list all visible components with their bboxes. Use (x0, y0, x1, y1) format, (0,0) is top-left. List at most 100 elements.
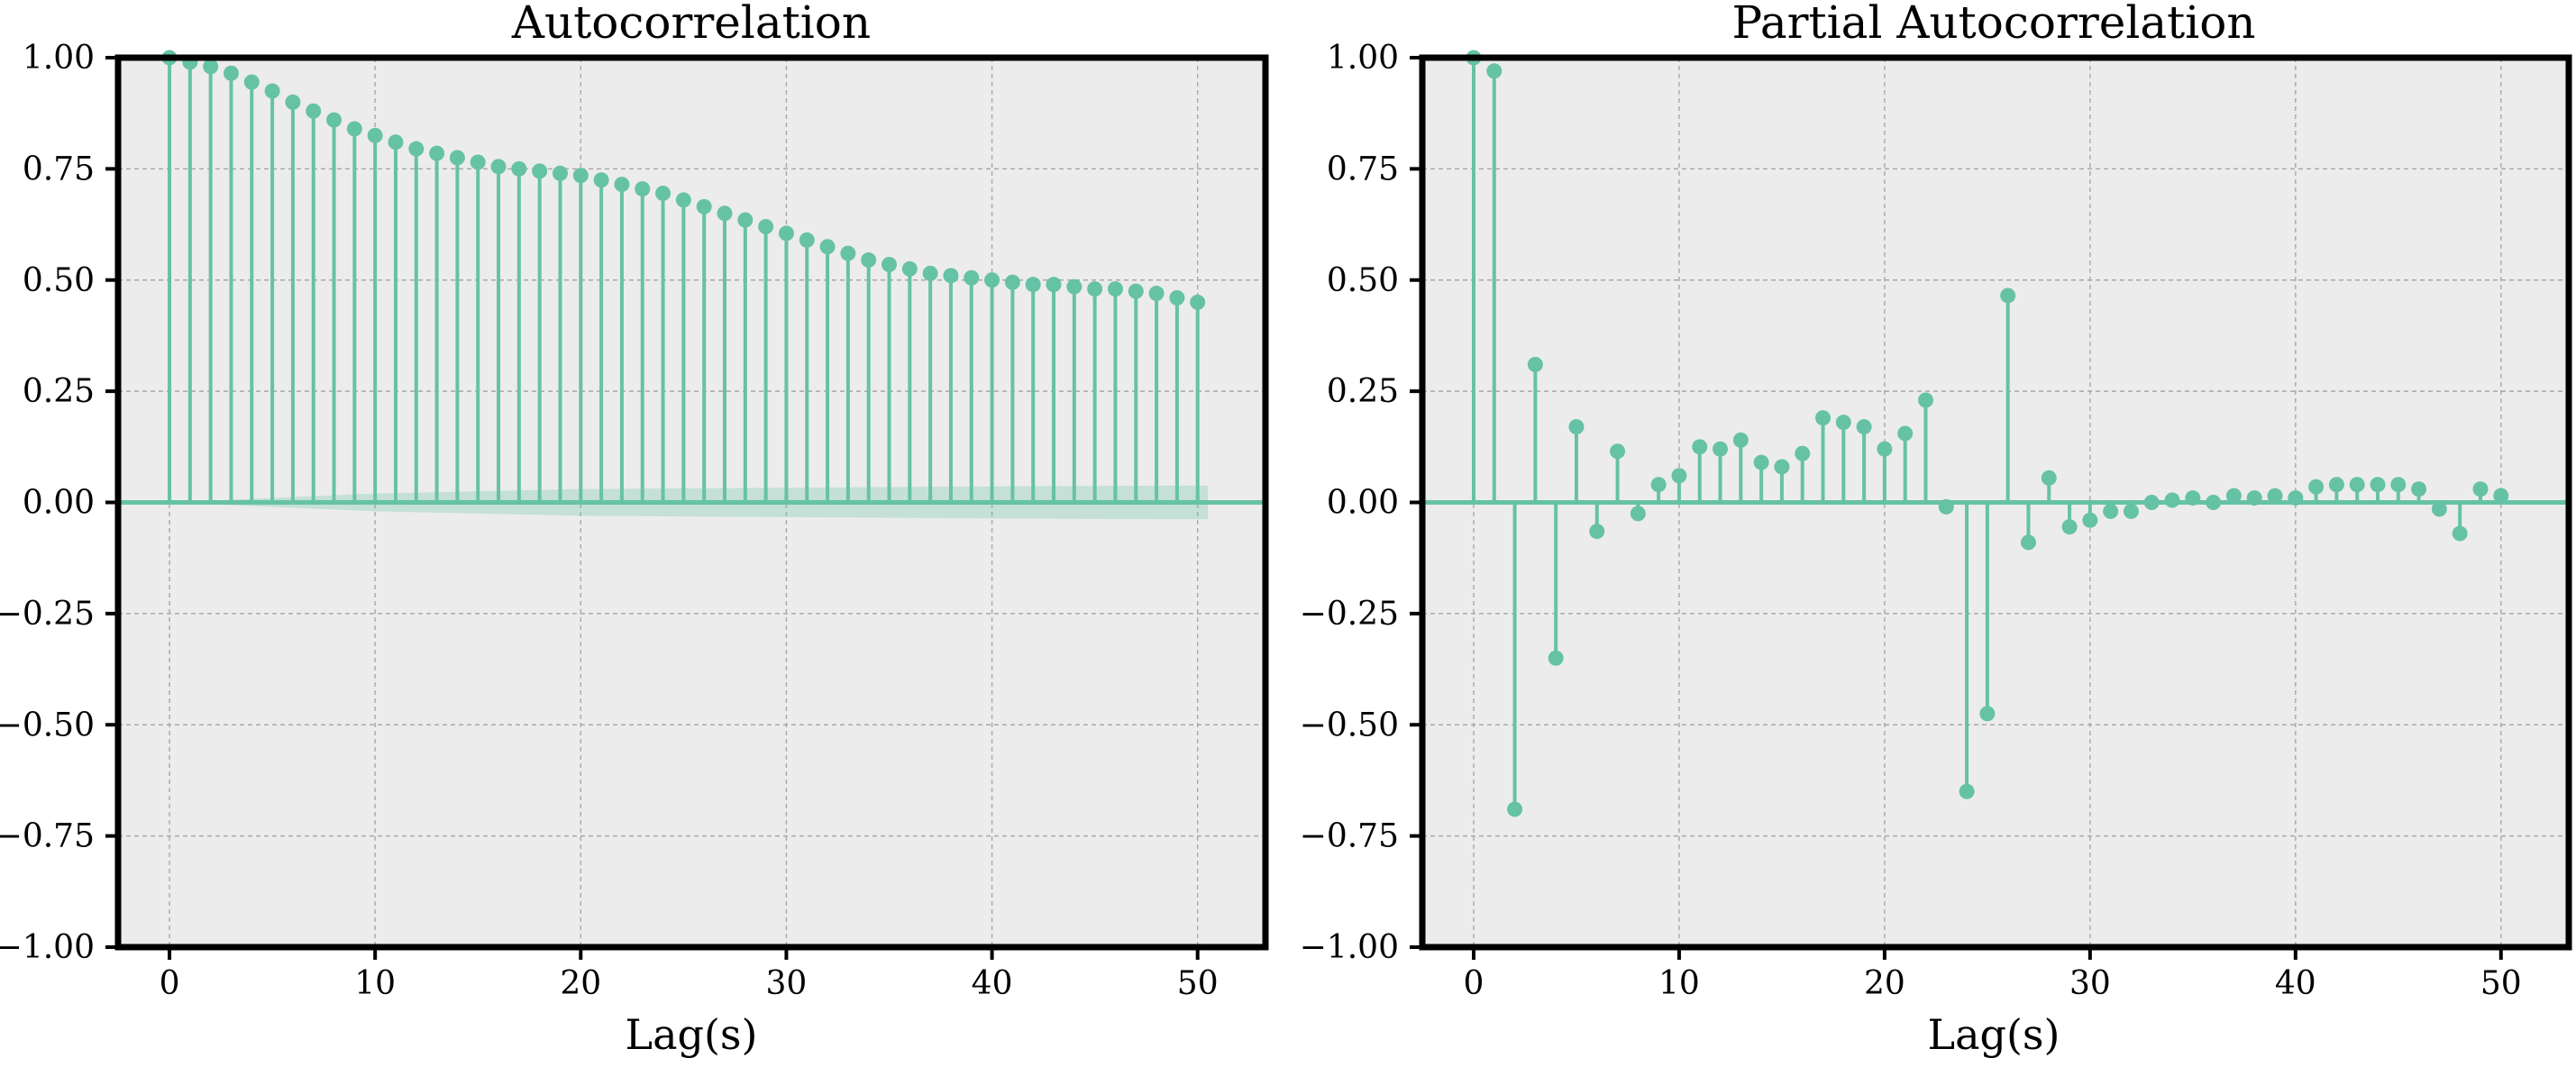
autocorrelation-marker-8 (326, 112, 343, 128)
partial-autocorrelation-marker-7 (1610, 443, 1626, 460)
partial-autocorrelation-marker-44 (2370, 477, 2386, 493)
partial-autocorrelation-marker-9 (1650, 477, 1667, 493)
autocorrelation-marker-49 (1169, 289, 1185, 306)
autocorrelation-marker-9 (346, 121, 362, 137)
autocorrelation-marker-10 (367, 127, 383, 143)
partial-autocorrelation-marker-1 (1486, 63, 1503, 79)
autocorrelation-xtick-label-5: 50 (1177, 965, 1219, 1002)
partial-autocorrelation-xtick-label-5: 50 (2480, 965, 2522, 1002)
partial-autocorrelation-marker-18 (1835, 415, 1851, 431)
partial-autocorrelation-marker-35 (2185, 490, 2201, 506)
partial-autocorrelation-ytick-label-0: −1.00 (1300, 929, 1399, 966)
partial-autocorrelation-marker-30 (2082, 512, 2098, 528)
partial-autocorrelation-ytick-label-3: −0.25 (1300, 596, 1399, 633)
partial-autocorrelation-stems (1466, 50, 2509, 817)
autocorrelation-marker-29 (758, 219, 774, 235)
partial-autocorrelation-marker-26 (2000, 287, 2016, 304)
partial-autocorrelation-marker-43 (2349, 477, 2365, 493)
partial-autocorrelation-marker-40 (2288, 490, 2304, 506)
partial-autocorrelation-ticks: 0 10 20 30 40 50 −1.00 −0.75 −0.50 −0.25 0.00 0.25 0… (1300, 40, 2522, 1002)
partial-autocorrelation-marker-4 (1548, 650, 1564, 666)
autocorrelation-marker-26 (696, 198, 712, 214)
autocorrelation-xtick-label-4: 40 (972, 965, 1013, 1002)
partial-autocorrelation-marker-2 (1507, 801, 1523, 817)
autocorrelation-marker-30 (778, 225, 794, 242)
partial-autocorrelation-marker-28 (2041, 470, 2057, 486)
partial-autocorrelation-marker-34 (2164, 492, 2180, 508)
partial-autocorrelation-marker-14 (1753, 454, 1769, 470)
autocorrelation-marker-23 (635, 181, 651, 197)
autocorrelation-ytick-label-3: −0.25 (0, 596, 95, 633)
autocorrelation-marker-3 (223, 65, 239, 81)
autocorrelation-marker-7 (306, 103, 322, 119)
partial-autocorrelation-panel: Partial Autocorrelation Lag(s) 0 10 20 30 40… (1300, 0, 2572, 1059)
autocorrelation-marker-46 (1107, 281, 1123, 297)
autocorrelation-marker-22 (614, 177, 630, 193)
partial-autocorrelation-xtick-label-3: 30 (2069, 965, 2111, 1002)
partial-autocorrelation-marker-47 (2431, 501, 2447, 517)
autocorrelation-marker-16 (490, 159, 507, 175)
autocorrelation-marker-47 (1128, 283, 1144, 299)
autocorrelation-marker-27 (717, 205, 733, 222)
partial-autocorrelation-marker-11 (1692, 439, 1708, 455)
partial-autocorrelation-marker-42 (2328, 477, 2344, 493)
autocorrelation-ytick-label-2: −0.50 (0, 707, 95, 743)
autocorrelation-marker-6 (285, 94, 301, 110)
autocorrelation-marker-43 (1046, 277, 1062, 293)
autocorrelation-frame (114, 54, 1269, 951)
partial-autocorrelation-ytick-label-7: 0.75 (1327, 150, 1399, 187)
partial-autocorrelation-marker-36 (2206, 495, 2222, 510)
autocorrelation-marker-17 (511, 160, 527, 177)
autocorrelation-xtick-label-3: 30 (766, 965, 808, 1002)
partial-autocorrelation-marker-13 (1732, 432, 1749, 448)
autocorrelation-ticks: 0 10 20 30 40 50 −1.00 −0.75 −0.50 −0.25 0.00 0.25 0… (0, 40, 1219, 1002)
partial-autocorrelation-marker-49 (2472, 481, 2489, 497)
partial-autocorrelation-marker-48 (2452, 525, 2468, 542)
autocorrelation-marker-24 (655, 186, 671, 202)
partial-autocorrelation-marker-23 (1938, 498, 1954, 515)
partial-autocorrelation-xtick-label-0: 0 (1464, 965, 1484, 1002)
autocorrelation-marker-15 (470, 154, 486, 170)
autocorrelation-marker-42 (1025, 277, 1041, 293)
partial-autocorrelation-xtick-label-4: 40 (2275, 965, 2316, 1002)
autocorrelation-marker-45 (1087, 281, 1103, 297)
autocorrelation-xlabel: Lag(s) (626, 1010, 758, 1059)
autocorrelation-ytick-label-1: −0.75 (0, 818, 95, 855)
partial-autocorrelation-ytick-label-6: 0.50 (1327, 262, 1399, 299)
partial-autocorrelation-marker-12 (1713, 441, 1729, 457)
autocorrelation-ytick-label-4: 0.00 (23, 485, 95, 522)
partial-autocorrelation-ytick-label-4: 0.00 (1327, 485, 1399, 522)
partial-autocorrelation-marker-24 (1959, 783, 1975, 799)
autocorrelation-xtick-label-1: 10 (354, 965, 396, 1002)
autocorrelation-marker-11 (388, 134, 404, 150)
autocorrelation-marker-28 (737, 212, 754, 228)
autocorrelation-ytick-label-6: 0.50 (23, 262, 95, 299)
autocorrelation-marker-32 (819, 239, 836, 255)
autocorrelation-marker-20 (572, 168, 589, 184)
partial-autocorrelation-marker-6 (1589, 524, 1605, 540)
autocorrelation-title: Autocorrelation (511, 0, 871, 49)
partial-autocorrelation-ytick-label-5: 0.25 (1327, 373, 1399, 410)
partial-autocorrelation-xlabel: Lag(s) (1928, 1010, 2060, 1059)
autocorrelation-marker-25 (675, 192, 691, 208)
partial-autocorrelation-marker-19 (1856, 419, 1872, 435)
autocorrelation-ytick-label-5: 0.25 (23, 373, 95, 410)
autocorrelation-marker-44 (1066, 278, 1082, 295)
partial-autocorrelation-ytick-label-2: −0.50 (1300, 707, 1399, 743)
autocorrelation-xtick-label-0: 0 (160, 965, 180, 1002)
partial-autocorrelation-xtick-label-1: 10 (1658, 965, 1700, 1002)
partial-autocorrelation-marker-5 (1568, 419, 1585, 435)
autocorrelation-marker-37 (922, 265, 938, 281)
autocorrelation-marker-33 (840, 245, 856, 261)
partial-autocorrelation-marker-10 (1671, 468, 1687, 484)
autocorrelation-marker-35 (882, 256, 898, 272)
partial-autocorrelation-marker-16 (1795, 445, 1811, 461)
autocorrelation-marker-13 (429, 145, 445, 161)
partial-autocorrelation-marker-32 (2123, 503, 2139, 519)
partial-autocorrelation-marker-33 (2143, 495, 2160, 510)
partial-autocorrelation-marker-37 (2225, 488, 2242, 504)
autocorrelation-marker-4 (243, 74, 260, 90)
partial-autocorrelation-ytick-label-1: −0.75 (1300, 818, 1399, 855)
